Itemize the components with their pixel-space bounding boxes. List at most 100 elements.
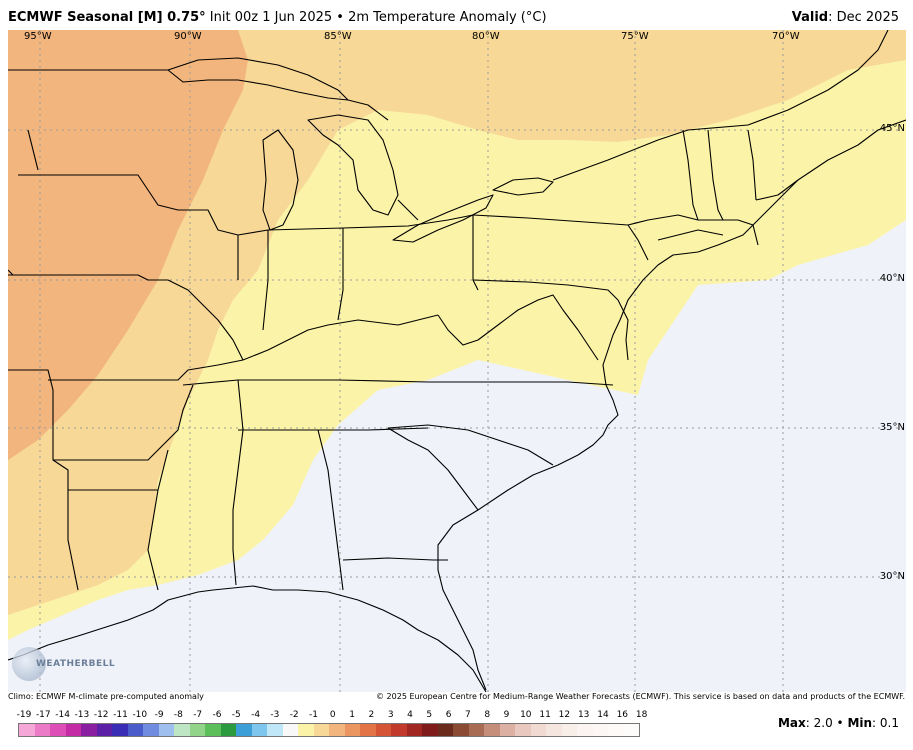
colorbar-tick-label: 5 (426, 710, 433, 720)
colorbar-swatch (220, 724, 236, 736)
colorbar-swatch (484, 724, 500, 736)
colorbar-swatch (313, 724, 329, 736)
colorbar-swatch (577, 724, 593, 736)
colorbar (18, 723, 640, 737)
colorbar-swatch (499, 724, 515, 736)
colorbar-tick-label: -1 (309, 710, 318, 720)
colorbar-swatch (81, 724, 97, 736)
colorbar-tick-label: 14 (597, 710, 609, 720)
lat-label-30n: 30°N (879, 571, 905, 582)
colorbar-tick-label: 9 (503, 710, 510, 720)
colorbar-tick-label: 3 (387, 710, 394, 720)
colorbar-tick-label: 13 (577, 710, 590, 720)
colorbar-tick-label: 2 (368, 710, 375, 720)
colorbar-tick-label: 4 (407, 710, 413, 720)
max-label: Max (777, 716, 806, 730)
title-bullet: • (336, 10, 344, 25)
init-time: Init 00z 1 Jun 2025 (209, 10, 333, 25)
colorbar-tick-label: -3 (270, 710, 280, 720)
colorbar-tick-label: -12 (93, 710, 109, 720)
weatherbell-logo: WEATHERBELL (12, 645, 115, 687)
lat-label-40n: 40°N (879, 273, 905, 284)
colorbar-swatch (174, 724, 190, 736)
valid-label: Valid (791, 10, 829, 25)
min-label: Min (847, 716, 873, 730)
lon-label-70w: 70°W (772, 31, 800, 42)
lake-ontario (492, 177, 554, 196)
lake-superior (167, 57, 349, 101)
graticule (8, 30, 906, 692)
max-value: : 2.0 (805, 716, 833, 730)
gulf-coast (8, 585, 487, 692)
copyright-note: © 2025 European Centre for Medium-Range … (376, 692, 905, 701)
climo-note: Climo: ECMWF M-climate pre-computed anom… (8, 692, 204, 701)
valid-time: Valid: Dec 2025 (792, 10, 899, 25)
colorbar-swatch (561, 724, 577, 736)
colorbar-tick-label: -17 (35, 710, 51, 720)
colorbar-tick-label: 7 (465, 710, 471, 720)
colorbar-swatch (422, 724, 438, 736)
colorbar-tick-label: 12 (558, 710, 571, 720)
model-name: ECMWF Seasonal [M] 0.75 (8, 10, 200, 25)
colorbar-tick-label: -14 (55, 710, 70, 720)
colorbar-swatch (19, 724, 35, 736)
map-svg (8, 30, 906, 692)
colorbar-swatch (189, 724, 205, 736)
colorbar-swatch (344, 724, 360, 736)
colorbar-tick-label: -2 (289, 710, 299, 720)
colorbar-swatch (251, 724, 267, 736)
colorbar-tick-label: 11 (539, 710, 551, 720)
colorbar-swatch (546, 724, 562, 736)
colorbar-tick-labels: -19 -17 -14 -13 -12 -11 -10 -9 -8 -7 -6 -5 -4 -3 -2 -1 0… (17, 710, 658, 722)
colorbar-tick-label: 6 (445, 710, 452, 720)
lon-label-95w: 95°W (24, 31, 52, 42)
anomaly-zone-1-to-2 (8, 30, 906, 615)
colorbar-tick-label: -5 (231, 710, 241, 720)
lon-label-85w: 85°W (324, 31, 352, 42)
colorbar-tick-label: 16 (616, 710, 629, 720)
colorbar-tick-label: -19 (16, 710, 32, 720)
colorbar-swatch (623, 724, 639, 736)
lon-label-90w: 90°W (174, 31, 202, 42)
colorbar-swatch (608, 724, 624, 736)
colorbar-swatch (453, 724, 469, 736)
colorbar-swatch (65, 724, 81, 736)
colorbar-swatch (112, 724, 128, 736)
colorbar-swatch (143, 724, 159, 736)
colorbar-swatch (406, 724, 422, 736)
colorbar-tick-label: -11 (113, 710, 128, 720)
lake-huron (307, 114, 399, 216)
canada-border (8, 30, 889, 221)
colorbar-tick-label: 8 (484, 710, 491, 720)
colorbar-swatch (282, 724, 298, 736)
colorbar-swatch (329, 724, 345, 736)
colorbar-tick-label: -4 (251, 710, 261, 720)
colorbar-swatch (127, 724, 143, 736)
colorbar-tick-label: 1 (349, 710, 355, 720)
borders (8, 30, 906, 692)
colorbar-swatch (50, 724, 66, 736)
max-min-readout: Max: 2.0 • Min: 0.1 (778, 716, 899, 730)
colorbar-tick-label: 18 (635, 710, 648, 720)
colorbar-swatch (96, 724, 112, 736)
lat-label-45n: 45°N (879, 123, 905, 134)
colorbar-swatch (592, 724, 608, 736)
anomaly-map[interactable] (8, 30, 906, 692)
colorbar-swatch (34, 724, 50, 736)
colorbar-swatch (391, 724, 407, 736)
lake-michigan (262, 129, 299, 231)
lon-label-75w: 75°W (621, 31, 649, 42)
product-name: 2m Temperature Anomaly (°C) (348, 10, 547, 25)
colorbar-tick-label: -8 (173, 710, 183, 720)
logo-globe-icon (12, 647, 46, 681)
colorbar-tick-label: -13 (74, 710, 90, 720)
colorbar-swatch (236, 724, 252, 736)
colorbar-swatch (298, 724, 314, 736)
colorbar-swatch (267, 724, 283, 736)
logo-text: WEATHERBELL (36, 659, 116, 669)
colorbar-swatch (468, 724, 484, 736)
valid-value: : Dec 2025 (828, 10, 899, 25)
lake-erie (392, 194, 494, 243)
colorbar-tick-label: -7 (193, 710, 203, 720)
max-min-separator: • (832, 716, 848, 730)
